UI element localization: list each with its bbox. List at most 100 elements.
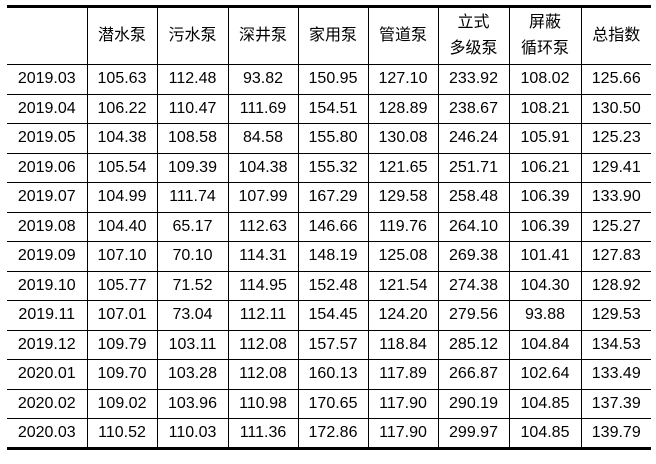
table-cell: 106.39: [508, 182, 581, 213]
table-cell: 73.04: [156, 300, 228, 331]
row-date: 2020.03: [7, 418, 87, 450]
table-cell: 104.84: [508, 330, 581, 360]
table-cell: 65.17: [156, 212, 228, 242]
table-cell: 110.47: [156, 94, 228, 124]
table-cell: 154.45: [297, 300, 368, 331]
column-header-line: 潜水泵: [97, 27, 146, 44]
table-cell: 108.02: [508, 64, 581, 95]
row-date: 2019.08: [7, 212, 87, 242]
table-row: 2020.02 109.02 103.96 110.98 170.65 117.90 290…: [7, 389, 651, 419]
table-row: 2019.10 105.77 71.52 114.95 152.48 121.54 274.…: [7, 271, 651, 301]
table-cell: 111.69: [227, 94, 298, 124]
column-header-line: 家用泵: [308, 27, 357, 44]
table-cell: 129.53: [580, 300, 651, 331]
table-row: 2019.05 104.38 108.58 84.58 155.80 130.08 246.…: [7, 123, 651, 154]
table-cell: 112.08: [227, 359, 298, 390]
table-cell: 269.38: [437, 241, 509, 272]
row-date: 2019.11: [7, 300, 87, 331]
column-header-line: 总指数: [592, 27, 641, 44]
table-cell: 233.92: [437, 64, 509, 95]
row-date: 2019.10: [7, 271, 87, 301]
table-cell: 104.85: [508, 389, 581, 419]
table-cell: 106.21: [508, 153, 581, 183]
table-cell: 172.86: [297, 418, 368, 450]
column-header-line: 屏蔽: [528, 14, 561, 31]
table-cell: 264.10: [437, 212, 509, 242]
table-cell: 290.19: [437, 389, 509, 419]
table-cell: 101.41: [508, 241, 581, 272]
table-cell: 93.88: [508, 300, 581, 331]
column-header: 家用泵: [297, 6, 368, 65]
table-cell: 127.83: [580, 241, 651, 272]
pump-index-table: 潜水泵 污水泵 深井泵 家用泵 管道泵 立式 多级泵 屏蔽 循环泵 总指数 2019.03 105.…: [7, 5, 651, 450]
column-header: 总指数: [580, 6, 651, 65]
table-cell: 110.52: [86, 418, 157, 450]
table-cell: 108.58: [156, 123, 228, 154]
row-date: 2019.03: [7, 64, 87, 95]
table-cell: 104.85: [508, 418, 581, 450]
table-cell: 160.13: [297, 359, 368, 390]
table-row: 2019.12 109.79 103.11 112.08 157.57 118.84 285…: [7, 330, 651, 360]
table-cell: 299.97: [437, 418, 509, 450]
table-cell: 105.91: [508, 123, 581, 154]
table-cell: 111.74: [156, 182, 228, 213]
row-date: 2019.12: [7, 330, 87, 360]
table-row: 2020.03 110.52 110.03 111.36 172.86 117.90 299…: [7, 418, 651, 450]
table-cell: 121.65: [367, 153, 438, 183]
row-date: 2020.02: [7, 389, 87, 419]
table-cell: 109.39: [156, 153, 228, 183]
table-row: 2019.03 105.63 112.48 93.82 150.95 127.10 233.…: [7, 64, 651, 95]
table-cell: 167.29: [297, 182, 368, 213]
table-cell: 148.19: [297, 241, 368, 272]
table-cell: 154.51: [297, 94, 368, 124]
table-cell: 279.56: [437, 300, 509, 331]
table-cell: 238.67: [437, 94, 509, 124]
table-cell: 155.80: [297, 123, 368, 154]
table-cell: 109.79: [86, 330, 157, 360]
table-cell: 155.32: [297, 153, 368, 183]
header-row: 潜水泵 污水泵 深井泵 家用泵 管道泵 立式 多级泵 屏蔽 循环泵 总指数: [7, 6, 651, 65]
table-cell: 103.11: [156, 330, 228, 360]
table-cell: 285.12: [437, 330, 509, 360]
row-date: 2019.09: [7, 241, 87, 272]
column-header: 污水泵: [156, 6, 228, 65]
table-cell: 106.39: [508, 212, 581, 242]
row-date: 2020.01: [7, 359, 87, 390]
column-header: 管道泵: [367, 6, 438, 65]
table-cell: 103.96: [156, 389, 228, 419]
table-cell: 274.38: [437, 271, 509, 301]
table-cell: 112.48: [156, 64, 228, 95]
table-cell: 117.90: [367, 389, 438, 419]
header-corner: [7, 6, 87, 65]
column-header: 立式 多级泵: [437, 6, 509, 65]
table-cell: 104.99: [86, 182, 157, 213]
table-cell: 246.24: [437, 123, 509, 154]
table-cell: 258.48: [437, 182, 509, 213]
table-cell: 103.28: [156, 359, 228, 390]
column-header: 潜水泵: [86, 6, 157, 65]
table-cell: 119.76: [367, 212, 438, 242]
row-date: 2019.07: [7, 182, 87, 213]
table-cell: 117.89: [367, 359, 438, 390]
table-row: 2019.06 105.54 109.39 104.38 155.32 121.65 251…: [7, 153, 651, 183]
table-cell: 114.95: [227, 271, 298, 301]
column-header-line: 污水泵: [168, 27, 217, 44]
table-cell: 128.89: [367, 94, 438, 124]
table-cell: 107.10: [86, 241, 157, 272]
column-header: 屏蔽 循环泵: [508, 6, 581, 65]
table-cell: 152.48: [297, 271, 368, 301]
table-cell: 105.77: [86, 271, 157, 301]
table-cell: 114.31: [227, 241, 298, 272]
table-cell: 121.54: [367, 271, 438, 301]
table-cell: 124.20: [367, 300, 438, 331]
table-cell: 112.63: [227, 212, 298, 242]
column-header-line: 深井泵: [238, 27, 287, 44]
column-header: 深井泵: [227, 6, 298, 65]
column-header-line: 循环泵: [520, 40, 569, 57]
table-cell: 146.66: [297, 212, 368, 242]
table-cell: 125.08: [367, 241, 438, 272]
table-cell: 125.23: [580, 123, 651, 154]
table-cell: 109.70: [86, 359, 157, 390]
table-cell: 110.03: [156, 418, 228, 450]
table-cell: 102.64: [508, 359, 581, 390]
